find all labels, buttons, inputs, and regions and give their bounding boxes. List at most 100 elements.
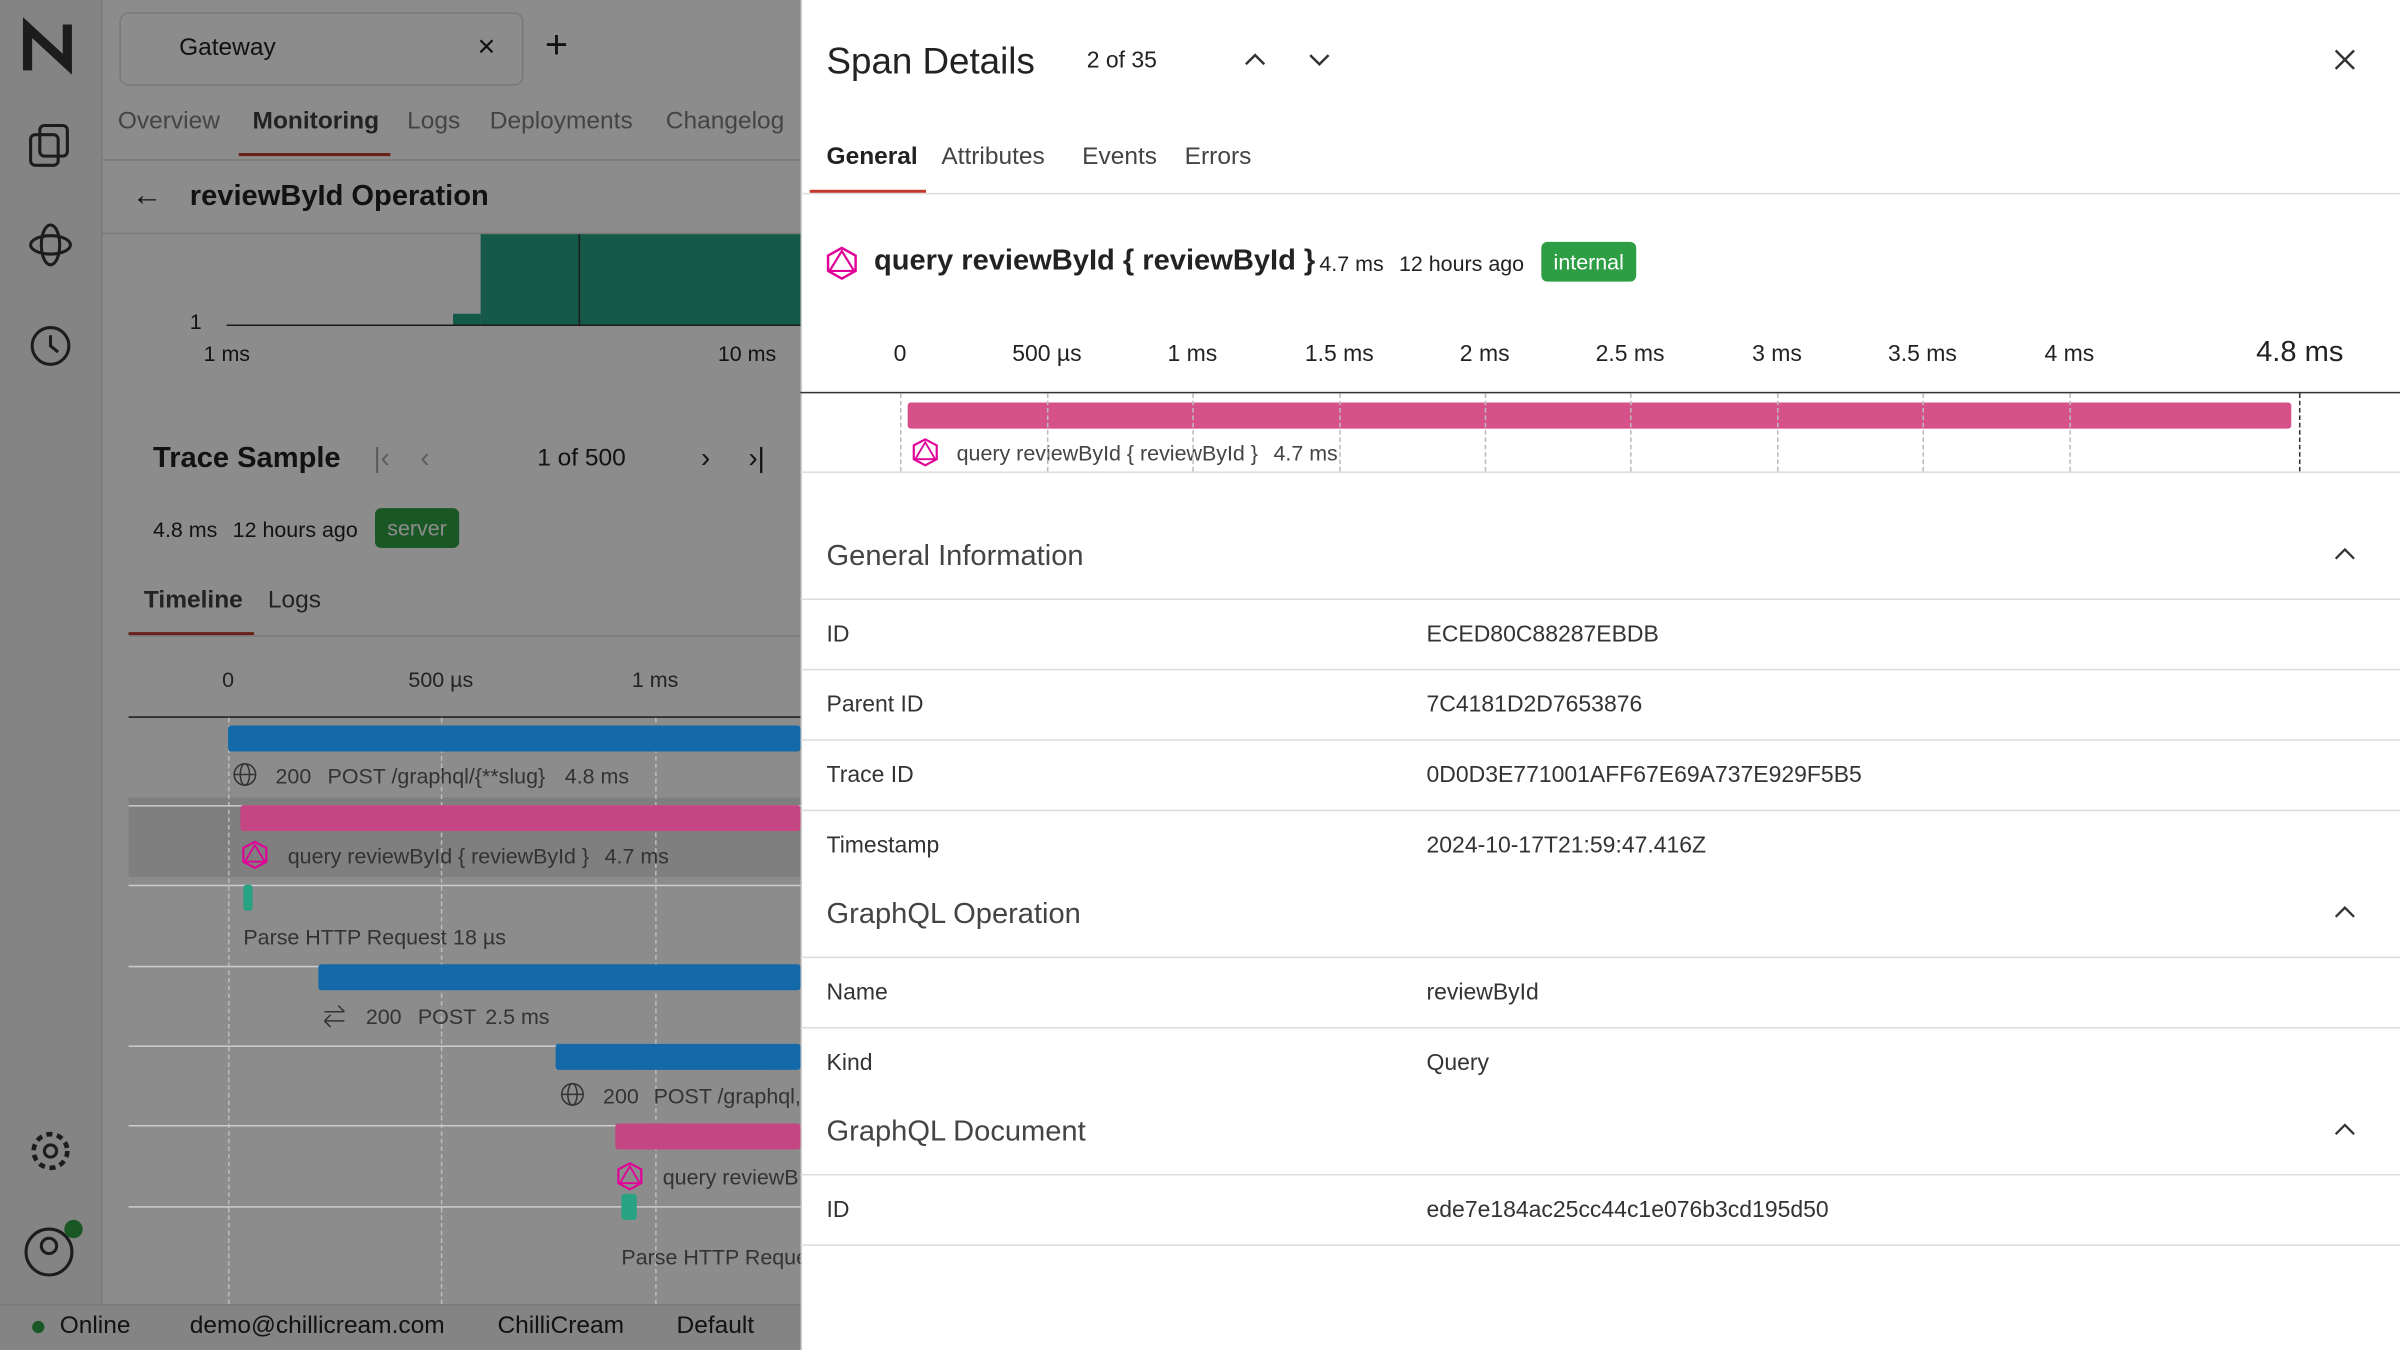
trace-duration: 4.8 ms [153,517,218,542]
span-bar [555,1043,801,1070]
field-value: 2024-10-17T21:59:47.416Z [1426,832,1707,859]
timeline-tick: 3 ms [1752,341,1802,368]
span-label: POST /graphql/{**slug} [327,763,546,789]
panel-counter: 2 of 35 [1086,47,1157,74]
panel-tab[interactable]: Attributes [941,143,1045,170]
histogram-x-label: 1 ms [203,341,251,366]
span-label: 200 [275,763,312,789]
nav-item[interactable]: Overview [117,108,220,135]
histogram-x-label: 10 ms [717,341,777,366]
timeline-gridline [1046,393,1049,472]
timeline-end: 4.8 ms [2256,336,2344,369]
span-label: 200 [365,1004,402,1029]
row-divider [800,1027,2400,1029]
section-title: General Information [826,540,1084,573]
timeline-tick: 4 ms [2044,341,2095,368]
span-bar [621,1193,637,1220]
status-bar [0,1304,801,1350]
close-panel[interactable] [2334,49,2355,70]
field-key: Kind [826,1049,873,1077]
span-label: 2.5 ms [485,1004,550,1029]
timeline-tick: 500 µs [1012,341,1082,368]
histogram-bar [480,234,801,325]
graphql-icon [242,840,268,870]
field-value: reviewById [1426,979,1539,1006]
span-bar [243,884,253,911]
back[interactable]: ← [131,179,163,213]
field-value: 0D0D3E771001AFF67E69A737E929F5B5 [1426,762,1862,789]
section-title: GraphQL Operation [826,898,1081,931]
histogram-axis [226,324,801,327]
trace-tab[interactable]: Timeline [143,587,243,614]
span-bar [240,805,801,832]
tab [119,12,524,86]
histogram-bar [453,313,481,325]
field-value: 7C4181D2D7653876 [1426,691,1643,718]
timeline-gridline [1922,393,1924,472]
timeline-tick: 1.5 ms [1304,341,1374,368]
panel-tab[interactable]: Events [1082,143,1158,170]
graphql-icon [912,438,938,467]
timeline-tick: 2 ms [1459,341,1510,368]
timeline-gridline [899,393,902,472]
timeline-gridline [1777,393,1779,472]
row-divider [128,1045,801,1047]
arrows-icon [323,1005,345,1028]
span-label: 18 µs [453,924,506,949]
globe-icon [233,763,257,786]
span-badge: internal [1541,241,1637,282]
trace-prev: |‹ ‹ [373,442,430,473]
graphql-icon [826,246,857,280]
span-bar [615,1123,801,1150]
axis-gridline [655,717,657,1305]
span-label: POST /graphql, [653,1083,801,1109]
next-span[interactable] [1307,51,1331,69]
trace-title: Trace Sample [153,442,341,475]
section-title: GraphQL Document [826,1115,1086,1148]
timeline-gridline [1339,393,1341,472]
span-bar [228,725,801,752]
globe-icon [560,1082,584,1106]
new-tab[interactable]: + [544,21,569,68]
bar-label: query reviewById { reviewById } [956,440,1258,466]
timeline-bar [907,402,2292,429]
row-divider [128,1124,801,1127]
axis-gridline [228,717,230,1305]
span-age: 12 hours ago [1398,251,1525,276]
bar-duration: 4.7 ms [1273,440,1338,466]
nav-item[interactable]: Monitoring [252,108,380,135]
row-divider [128,1206,801,1208]
timeline-tick: 3.5 ms [1887,341,1957,368]
timeline-tick: 0 [893,341,907,368]
nav-icon [30,326,71,366]
span-duration: 4.7 ms [1319,251,1384,276]
tab-close[interactable]: × [477,30,496,65]
nav-icon [29,123,69,167]
online-dot [32,1320,45,1334]
section-divider [800,1173,2400,1176]
graphql-icon [617,1162,643,1191]
span-label: query reviewById { reviewById } [287,843,590,868]
trace-age: 12 hours ago [232,517,358,542]
span-name: query reviewById { reviewById } [873,244,1316,278]
span-label: 4.8 ms [564,763,630,789]
prev-span[interactable] [1243,51,1267,69]
collapse-icon [2334,906,2355,918]
nav-item[interactable]: Changelog [665,108,785,135]
row-divider [800,668,2400,671]
nav-item[interactable]: Logs [407,108,461,135]
field-key: Trace ID [826,762,914,789]
span-label: Parse HTTP Reque [621,1244,801,1269]
trace-tab[interactable]: Logs [267,587,321,614]
nav-underline [238,153,391,157]
panel-tab[interactable]: Errors [1184,143,1252,170]
nav-item[interactable]: Deployments [489,108,633,135]
panel-tab[interactable]: General [826,143,918,170]
status-org: ChilliCream [497,1313,625,1340]
collapse-icon [2334,1123,2355,1135]
trace-next[interactable]: › ›| [701,442,765,473]
nav-icon [29,223,72,267]
section-divider [800,598,2400,600]
